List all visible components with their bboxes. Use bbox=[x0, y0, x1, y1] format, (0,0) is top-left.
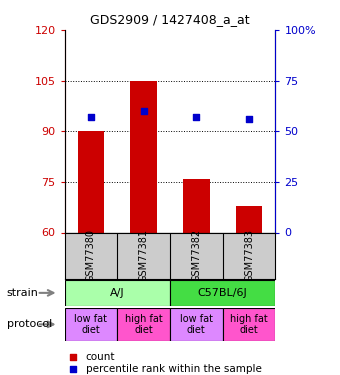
Text: C57BL/6J: C57BL/6J bbox=[198, 288, 248, 298]
Point bbox=[141, 108, 146, 114]
Text: GSM77380: GSM77380 bbox=[86, 230, 96, 282]
Bar bbox=[131, 81, 157, 232]
Text: low fat
diet: low fat diet bbox=[74, 314, 107, 335]
Text: GSM77383: GSM77383 bbox=[244, 230, 254, 282]
Bar bbox=[236, 206, 262, 232]
Text: strain: strain bbox=[7, 288, 39, 298]
FancyBboxPatch shape bbox=[65, 308, 117, 341]
Text: GDS2909 / 1427408_a_at: GDS2909 / 1427408_a_at bbox=[90, 13, 250, 26]
Point bbox=[70, 354, 75, 360]
FancyBboxPatch shape bbox=[170, 308, 223, 341]
Bar bbox=[183, 178, 209, 232]
Text: low fat
diet: low fat diet bbox=[180, 314, 213, 335]
Text: percentile rank within the sample: percentile rank within the sample bbox=[86, 364, 262, 374]
Text: GSM77382: GSM77382 bbox=[191, 230, 201, 282]
Point bbox=[70, 366, 75, 372]
FancyBboxPatch shape bbox=[223, 308, 275, 341]
FancyBboxPatch shape bbox=[65, 280, 170, 306]
Text: GSM77381: GSM77381 bbox=[139, 230, 149, 282]
Text: A/J: A/J bbox=[110, 288, 125, 298]
FancyBboxPatch shape bbox=[170, 280, 275, 306]
Text: high fat
diet: high fat diet bbox=[125, 314, 163, 335]
Text: protocol: protocol bbox=[7, 320, 52, 329]
Point bbox=[194, 114, 199, 120]
Text: count: count bbox=[86, 352, 115, 362]
Text: high fat
diet: high fat diet bbox=[230, 314, 268, 335]
Point bbox=[88, 114, 94, 120]
FancyBboxPatch shape bbox=[117, 308, 170, 341]
Point bbox=[246, 116, 252, 122]
Bar bbox=[78, 131, 104, 232]
